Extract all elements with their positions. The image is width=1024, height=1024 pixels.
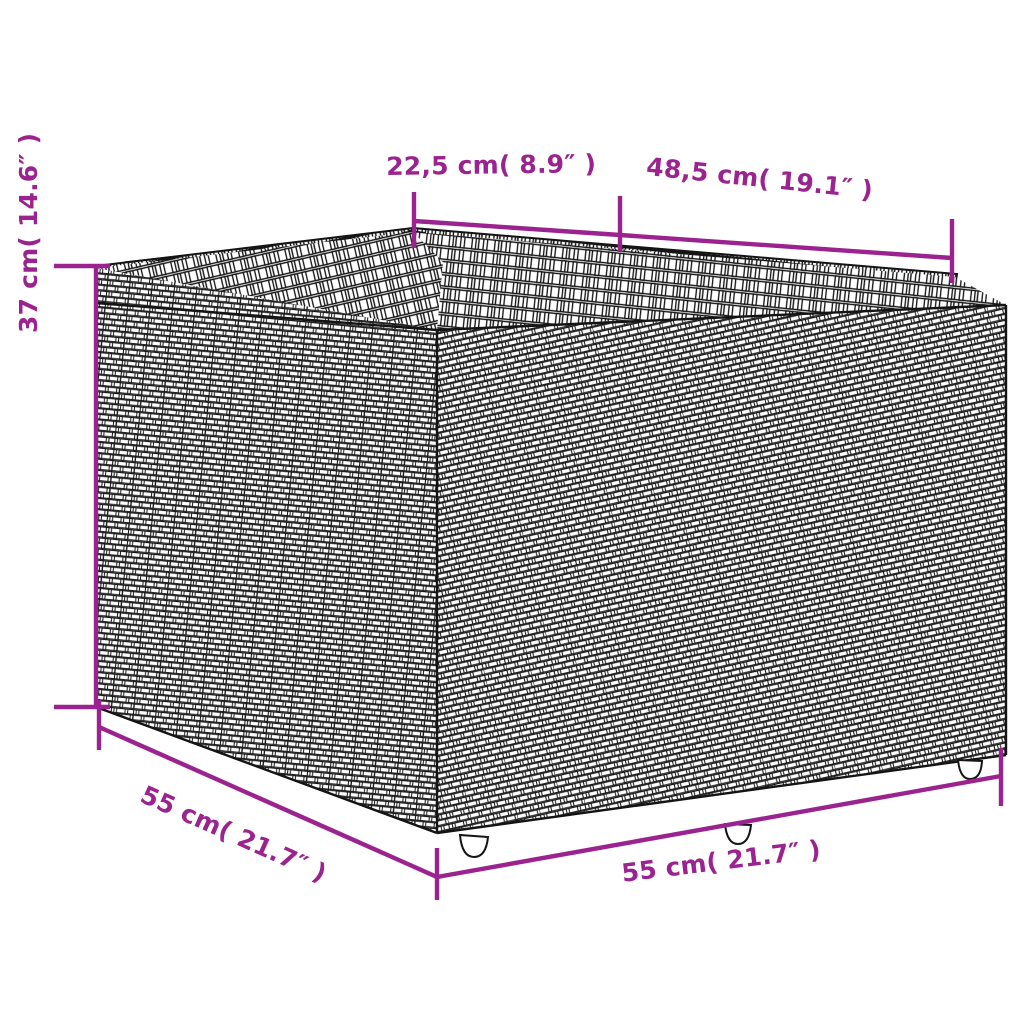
side-panel — [437, 305, 1006, 833]
dimension-lines — [54, 192, 1004, 900]
foot — [956, 758, 984, 781]
foot-group — [458, 758, 984, 859]
dimension-label-height: 37 cm( 14.6″ ) — [14, 132, 43, 333]
dimension-label-top-left: 22,5 cm( 8.9″ ) — [386, 149, 597, 181]
table-drawing — [94, 226, 1008, 859]
dim-depth — [96, 700, 440, 900]
foot — [723, 822, 753, 846]
dim-top-right — [619, 219, 955, 283]
foot — [458, 833, 490, 859]
dim-top-left — [411, 192, 623, 252]
front-panel — [96, 268, 437, 833]
dim-width — [436, 748, 1004, 880]
